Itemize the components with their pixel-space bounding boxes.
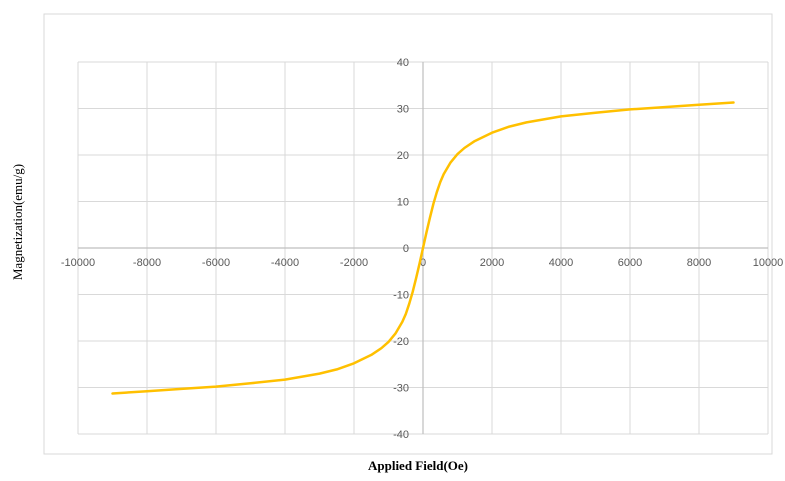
x-tick-label: 2000 (480, 257, 504, 269)
chart-frame (43, 13, 773, 455)
x-tick-labels: -10000 -8000 -6000 -4000 -2000 0 2000 4000 6000 8… (61, 257, 783, 269)
x-tick-label: -6000 (202, 257, 230, 269)
y-axis-title: Magnetization(emu/g) (10, 164, 25, 280)
y-tick-label: -20 (393, 336, 409, 348)
y-tick-label: -10 (393, 290, 409, 302)
y-tick-label: -40 (393, 429, 409, 441)
series-line-magnetization (111, 101, 735, 395)
y-tick-label: 20 (397, 150, 409, 162)
y-tick-labels: -40 -30 -20 -10 0 10 20 30 40 (393, 57, 409, 441)
y-tick-label: -30 (393, 383, 409, 395)
x-tick-label: 4000 (549, 257, 573, 269)
x-tick-label: -4000 (271, 257, 299, 269)
x-tick-label: -10000 (61, 257, 95, 269)
x-tick-label: -2000 (340, 257, 368, 269)
y-tick-label: 0 (403, 243, 409, 255)
x-tick-label: 8000 (687, 257, 711, 269)
x-tick-label: 6000 (618, 257, 642, 269)
y-tick-label: 30 (397, 104, 409, 116)
y-tick-label: 10 (397, 197, 409, 209)
x-axis-title: Applied Field(Oe) (368, 458, 468, 473)
x-tick-label: -8000 (133, 257, 161, 269)
x-tick-label: 10000 (753, 257, 784, 269)
y-tick-label: 40 (397, 57, 409, 69)
x-tick-label: 0 (420, 257, 426, 269)
